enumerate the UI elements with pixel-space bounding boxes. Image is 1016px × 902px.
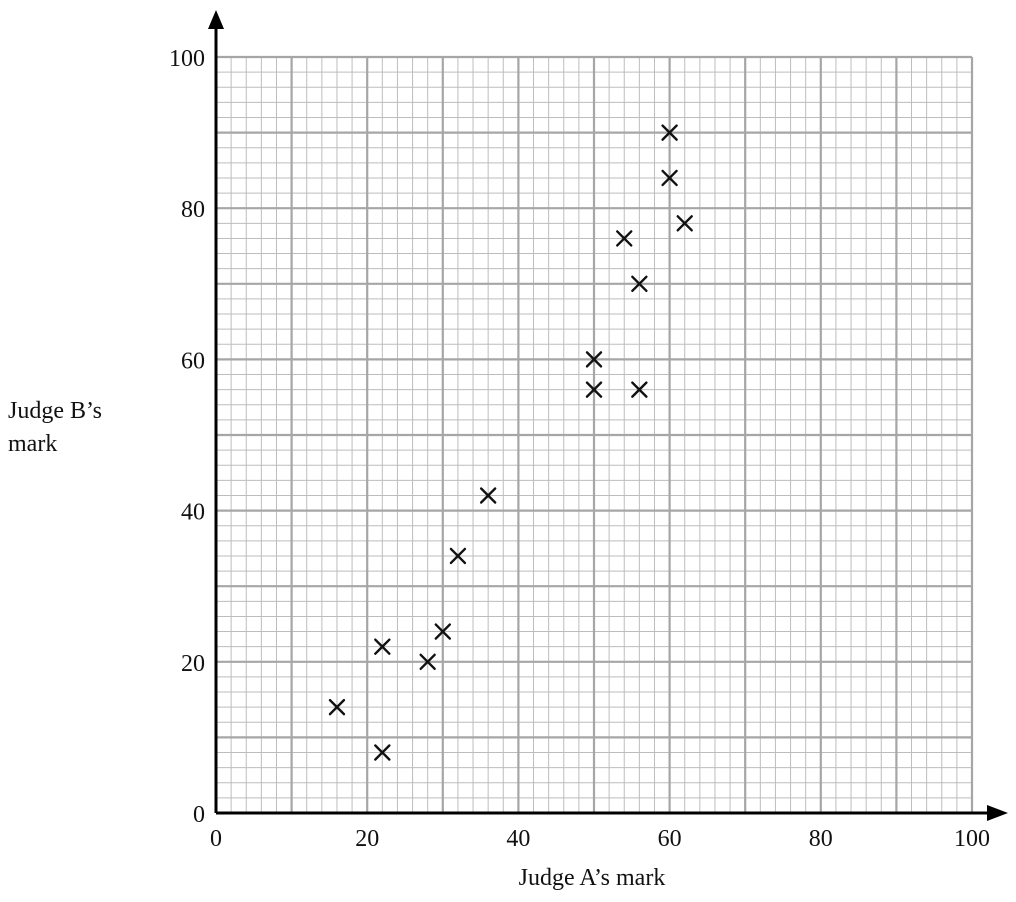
x-tick-label: 80 <box>809 826 833 852</box>
data-point <box>631 275 648 292</box>
x-axis-arrowhead <box>987 805 1008 821</box>
data-point <box>328 698 346 716</box>
tick-labels: 0 20 40 60 80 100 0 20 40 60 80 100 <box>169 46 990 852</box>
data-point <box>616 230 633 247</box>
data-point <box>434 623 451 640</box>
data-point <box>374 744 391 761</box>
y-axis-label-line-2: mark <box>8 431 57 457</box>
x-axis-label: Judge A’s mark <box>519 865 666 891</box>
data-point <box>661 124 678 141</box>
data-point <box>585 381 603 398</box>
y-tick-label: 40 <box>181 500 205 526</box>
y-tick-label: 20 <box>181 651 205 677</box>
y-tick-label: 80 <box>181 197 205 223</box>
x-tick-label: 60 <box>658 826 682 852</box>
x-tick-label: 40 <box>506 826 530 852</box>
data-point <box>661 169 678 187</box>
data-point <box>449 547 467 565</box>
data-point <box>479 487 497 504</box>
y-tick-label: 0 <box>193 802 205 828</box>
y-axis-arrowhead <box>208 10 224 29</box>
data-point <box>585 351 603 368</box>
data-point <box>676 215 693 232</box>
y-tick-label: 100 <box>169 46 205 72</box>
y-tick-label: 60 <box>181 348 205 374</box>
x-tick-label: 0 <box>210 826 222 852</box>
data-point <box>631 381 648 398</box>
data-point <box>419 653 436 670</box>
x-tick-label: 20 <box>355 826 379 852</box>
y-axis-label-line-1: Judge B’s <box>8 398 102 424</box>
data-points <box>328 124 693 761</box>
axes <box>208 10 1008 821</box>
x-tick-label: 100 <box>954 826 990 852</box>
data-point <box>374 638 391 655</box>
